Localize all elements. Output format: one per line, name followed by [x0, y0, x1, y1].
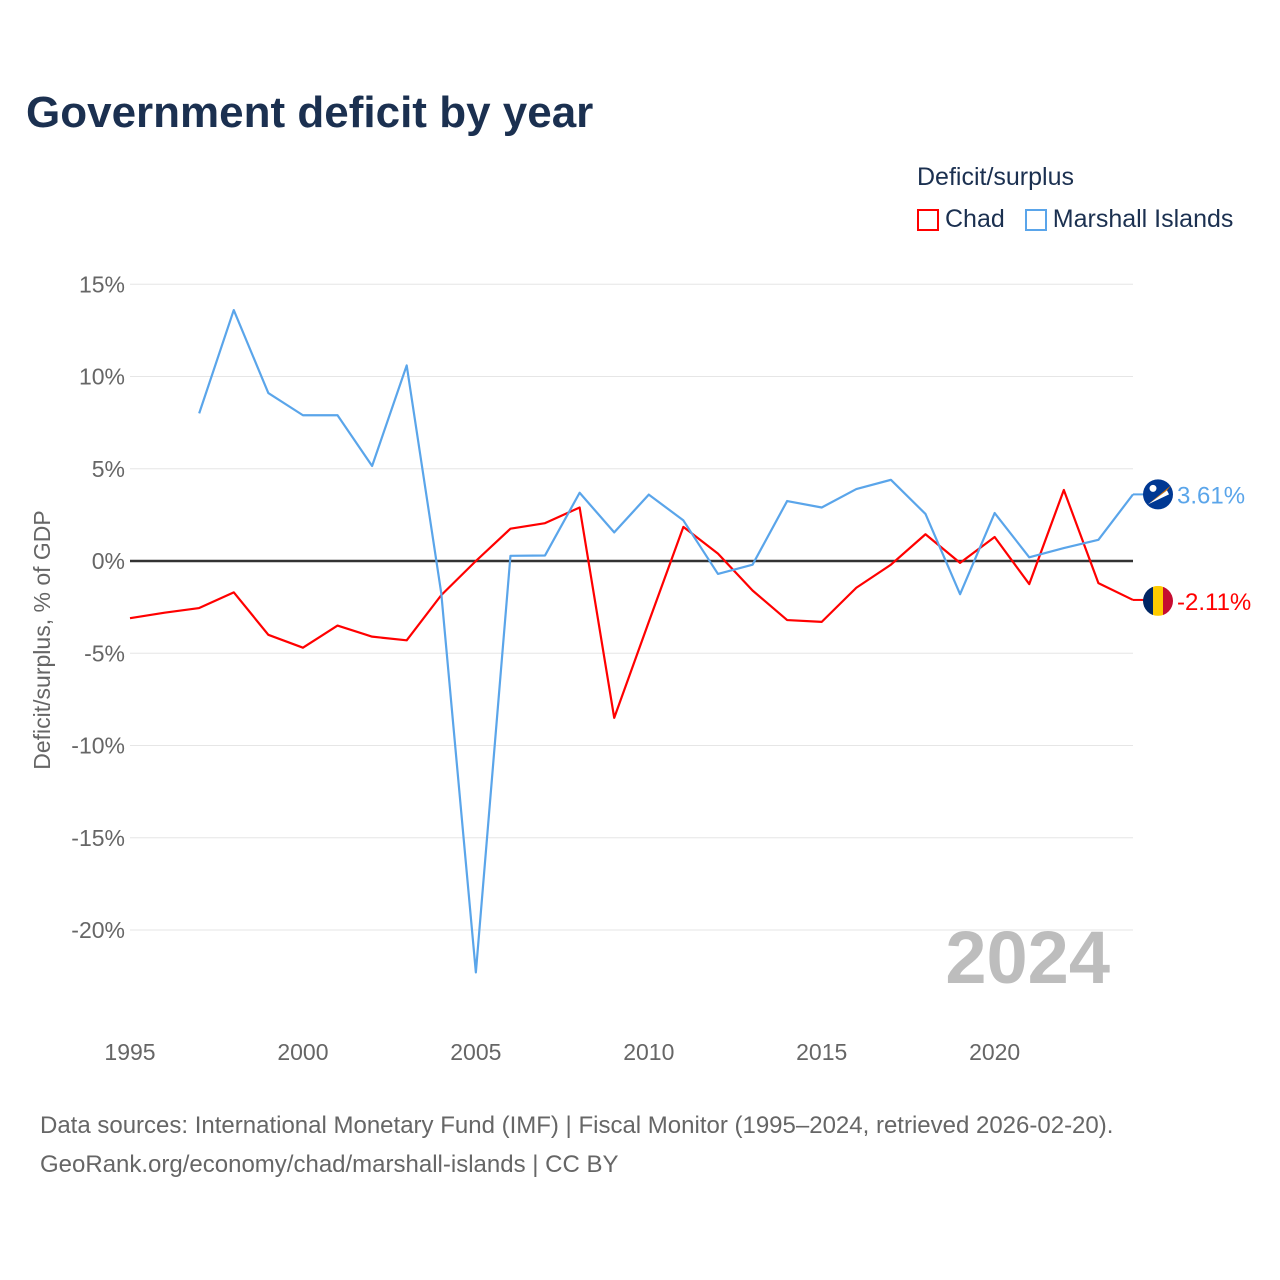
legend-swatch-marshall-islands	[1024, 208, 1047, 231]
marshall-islands-flag-icon	[1149, 484, 1157, 492]
legend-item-marshall-islands[interactable]: Marshall Islands	[1024, 205, 1234, 234]
x-tick-label: 2000	[277, 1039, 328, 1065]
x-tick-label: 1995	[104, 1039, 155, 1065]
chad-flag-icon	[1153, 585, 1163, 616]
marshall-islands-flag-icon	[1148, 485, 1171, 505]
footer: Data sources: International Monetary Fun…	[40, 1106, 1113, 1184]
legend-label: Chad	[945, 205, 1005, 233]
y-tick-label: 10%	[79, 364, 125, 390]
legend-item-chad[interactable]: Chad	[917, 205, 1005, 234]
year-watermark: 2024	[945, 916, 1110, 999]
y-tick-label: 0%	[92, 548, 125, 574]
y-tick-label: -15%	[71, 825, 125, 851]
chad-flag-icon	[1143, 585, 1153, 616]
x-tick-label: 2015	[796, 1039, 847, 1065]
source-link[interactable]: GeoRank.org/economy/chad/marshall-island…	[40, 1151, 619, 1178]
legend-title: Deficit/surplus	[917, 163, 1074, 191]
y-tick-label: -10%	[71, 733, 125, 759]
series-line-chad	[129, 488, 1134, 719]
end-value-label: -2.11%	[1177, 589, 1251, 616]
y-axis-label: Deficit/surplus, % of GDP	[29, 510, 55, 769]
legend-swatch-chad	[917, 208, 939, 231]
legend-label: Marshall Islands	[1052, 205, 1234, 233]
x-tick-label: 2005	[450, 1039, 501, 1065]
x-tick-label: 2010	[623, 1039, 674, 1065]
x-tick-label: 2020	[969, 1039, 1020, 1065]
series-line-marshall-islands	[198, 308, 1134, 974]
y-tick-label: 5%	[92, 456, 125, 482]
y-tick-label: 15%	[79, 271, 125, 297]
data-source: Data sources: International Monetary Fun…	[40, 1112, 1114, 1139]
marshall-islands-flag-icon	[1148, 490, 1169, 505]
y-tick-label: -20%	[71, 917, 125, 943]
legend: Chad Marshall Islands	[917, 205, 1233, 234]
chad-flag-icon	[1163, 585, 1173, 616]
chart-title: Government deficit by year	[26, 88, 594, 137]
end-value-label: 3.61%	[1177, 482, 1245, 509]
y-tick-label: -5%	[84, 640, 125, 666]
